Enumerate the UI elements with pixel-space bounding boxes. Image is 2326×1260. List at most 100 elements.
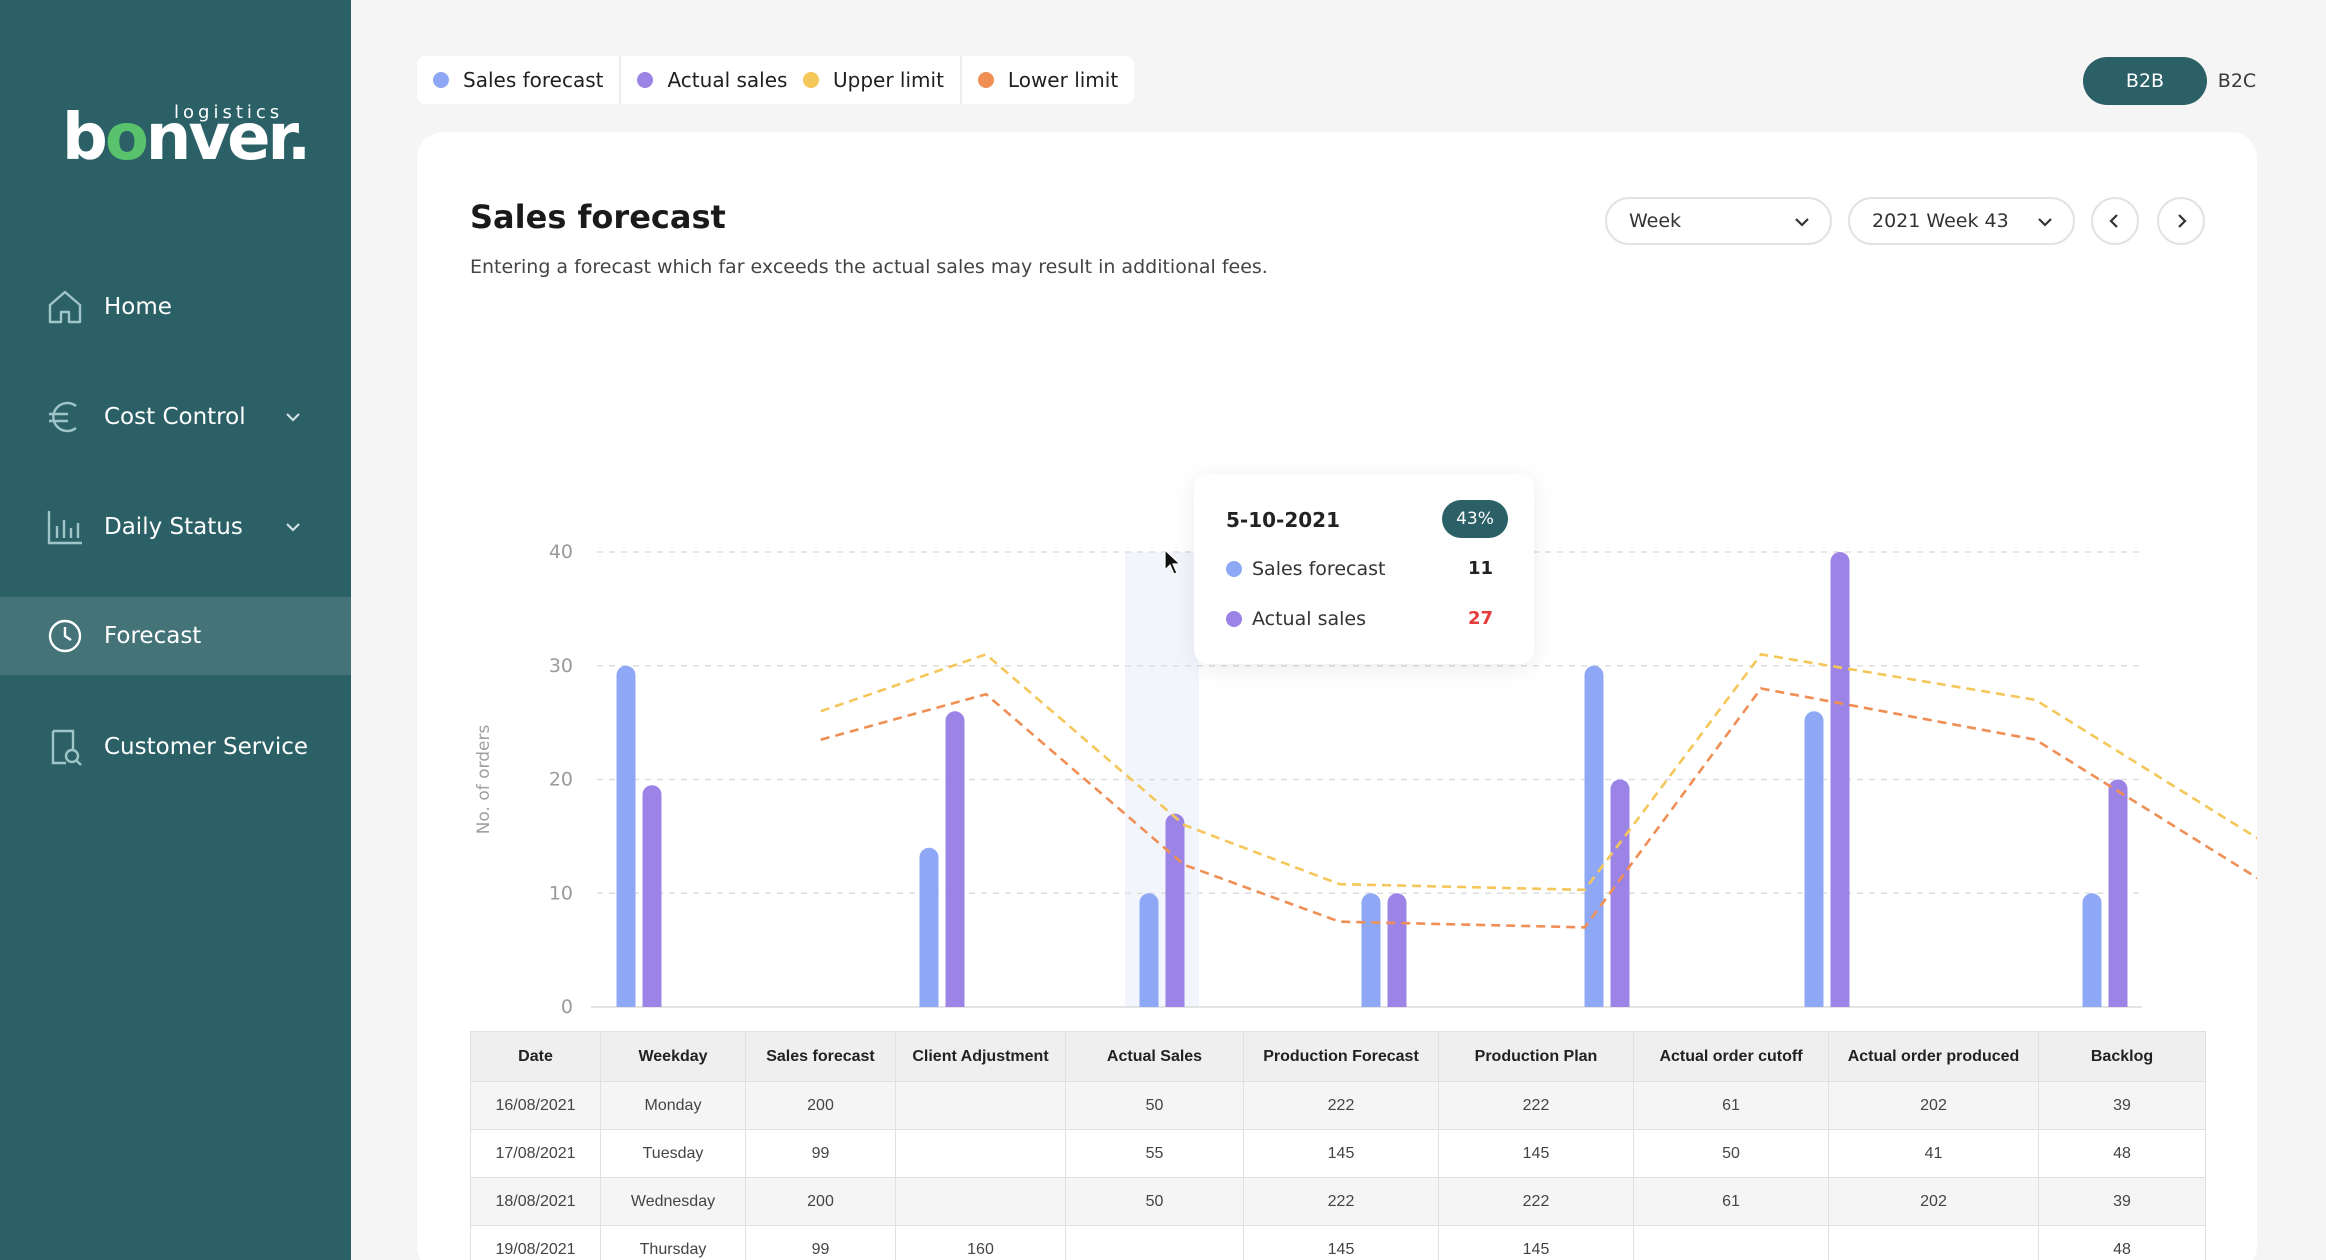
table-cell[interactable]: 99 bbox=[745, 1225, 896, 1260]
table-cell[interactable]: 55 bbox=[1065, 1129, 1244, 1178]
table-cell[interactable]: 18/08/2021 bbox=[470, 1177, 601, 1226]
logo-tagline: logistics bbox=[174, 102, 284, 123]
tooltip-row-sales-forecast: Sales forecast bbox=[1226, 558, 1385, 580]
column-header[interactable]: Production Plan bbox=[1438, 1031, 1634, 1082]
legend-item-lower-limit[interactable]: Lower limit bbox=[962, 56, 1134, 104]
bar-actual-sales bbox=[1610, 779, 1630, 1007]
table-cell[interactable]: Monday bbox=[600, 1081, 746, 1130]
column-header[interactable]: Actual order produced bbox=[1828, 1031, 2039, 1082]
table-cell[interactable]: Thursday bbox=[600, 1225, 746, 1260]
sidebar-item-forecast[interactable]: Forecast bbox=[0, 597, 351, 675]
table-cell[interactable]: 39 bbox=[2038, 1177, 2206, 1226]
table-cell[interactable]: 19/08/2021 bbox=[470, 1225, 601, 1260]
table-cell[interactable]: 99 bbox=[745, 1129, 896, 1178]
table-cell[interactable]: 222 bbox=[1438, 1081, 1634, 1130]
y-axis-label: No. of orders bbox=[474, 725, 494, 835]
legend-label: Actual sales bbox=[667, 68, 788, 92]
legend-dot bbox=[1226, 611, 1242, 627]
table-cell[interactable]: 200 bbox=[745, 1081, 896, 1130]
bar-sales-forecast bbox=[1584, 665, 1604, 1007]
chevron-down-icon bbox=[1795, 218, 1809, 227]
chart-tooltip: 5-10-2021 43% Sales forecast 11 Actual s… bbox=[1194, 474, 1534, 664]
table-row: 18/08/2021 Wednesday 200 50 222 222 61 202 39 bbox=[470, 1177, 2206, 1226]
table-cell[interactable] bbox=[1633, 1225, 1829, 1260]
column-header[interactable]: Production Forecast bbox=[1243, 1031, 1439, 1082]
chevron-down-icon[interactable] bbox=[280, 514, 306, 540]
table-cell[interactable]: 222 bbox=[1243, 1177, 1439, 1226]
sidebar-item-cost-control[interactable]: Cost Control bbox=[0, 378, 351, 456]
column-header[interactable]: Sales forecast bbox=[745, 1031, 896, 1082]
bar-actual-sales bbox=[1387, 893, 1407, 1007]
table-cell[interactable]: 160 bbox=[895, 1225, 1066, 1260]
bar-sales-forecast bbox=[616, 665, 636, 1007]
column-header[interactable]: Actual order cutoff bbox=[1633, 1031, 1829, 1082]
clock-icon bbox=[48, 619, 82, 653]
legend-group-limits: Upper limit Lower limit bbox=[787, 56, 1135, 104]
chevron-down-icon bbox=[2038, 218, 2052, 227]
table-cell[interactable]: 222 bbox=[1243, 1081, 1439, 1130]
sidebar-item-customer-service[interactable]: Customer Service bbox=[0, 708, 351, 786]
table-cell[interactable]: 39 bbox=[2038, 1081, 2206, 1130]
period-select[interactable]: Week bbox=[1605, 197, 1832, 245]
b2c-toggle-button[interactable]: B2C bbox=[2217, 70, 2257, 92]
column-header[interactable]: Backlog bbox=[2038, 1031, 2206, 1082]
table-cell[interactable]: Wednesday bbox=[600, 1177, 746, 1226]
table-cell[interactable]: 41 bbox=[1828, 1129, 2039, 1178]
table-cell[interactable]: 48 bbox=[2038, 1225, 2206, 1260]
table-cell[interactable]: 61 bbox=[1633, 1081, 1829, 1130]
sidebar-item-daily-status[interactable]: Daily Status bbox=[0, 488, 351, 566]
table-cell[interactable]: 50 bbox=[1065, 1081, 1244, 1130]
table-cell[interactable] bbox=[1828, 1225, 2039, 1260]
bar-sales-forecast bbox=[1361, 893, 1381, 1007]
b2b-toggle-button[interactable]: B2B bbox=[2083, 57, 2207, 105]
next-week-button[interactable] bbox=[2157, 197, 2205, 245]
legend-item-upper-limit[interactable]: Upper limit bbox=[787, 56, 960, 104]
table-cell[interactable]: 48 bbox=[2038, 1129, 2206, 1178]
chevron-down-icon[interactable] bbox=[280, 404, 306, 430]
table-cell[interactable]: 202 bbox=[1828, 1177, 2039, 1226]
table-cell[interactable] bbox=[895, 1081, 1066, 1130]
table-cell[interactable] bbox=[1065, 1225, 1244, 1260]
table-cell[interactable]: 145 bbox=[1243, 1225, 1439, 1260]
table-cell[interactable]: 50 bbox=[1633, 1129, 1829, 1178]
table-cell[interactable]: 61 bbox=[1633, 1177, 1829, 1226]
bar-sales-forecast bbox=[919, 847, 939, 1007]
week-select-value: 2021 Week 43 bbox=[1872, 210, 2009, 232]
previous-week-button[interactable] bbox=[2091, 197, 2139, 245]
column-header[interactable]: Actual Sales bbox=[1065, 1031, 1244, 1082]
table-cell[interactable] bbox=[895, 1129, 1066, 1178]
euro-icon bbox=[49, 401, 77, 433]
column-header[interactable]: Date bbox=[470, 1031, 601, 1082]
legend-dot bbox=[977, 72, 994, 88]
sidebar: logistics bonver. Home Cost Control Dail… bbox=[0, 0, 351, 1260]
table-cell[interactable]: 145 bbox=[1438, 1129, 1634, 1178]
table-row: 19/08/2021 Thursday 99 160 145 145 48 bbox=[470, 1225, 2206, 1260]
table-cell[interactable]: Tuesday bbox=[600, 1129, 746, 1178]
legend-item-sales-forecast[interactable]: Sales forecast bbox=[417, 56, 619, 104]
bar-actual-sales bbox=[1165, 813, 1185, 1007]
table-cell[interactable]: 50 bbox=[1065, 1177, 1244, 1226]
table-cell[interactable] bbox=[895, 1177, 1066, 1226]
table-cell[interactable]: 145 bbox=[1438, 1225, 1634, 1260]
table-cell[interactable]: 200 bbox=[745, 1177, 896, 1226]
column-header[interactable]: Weekday bbox=[600, 1031, 746, 1082]
bar-actual-sales bbox=[642, 785, 662, 1007]
week-select[interactable]: 2021 Week 43 bbox=[1848, 197, 2075, 245]
table-cell[interactable]: 222 bbox=[1438, 1177, 1634, 1226]
table-cell[interactable]: 202 bbox=[1828, 1081, 2039, 1130]
column-header[interactable]: Client Adjustment bbox=[895, 1031, 1066, 1082]
table-cell[interactable]: 17/08/2021 bbox=[470, 1129, 601, 1178]
table-cell[interactable]: 145 bbox=[1243, 1129, 1439, 1178]
forecast-table: Date Weekday Sales forecast Client Adjustme… bbox=[470, 1031, 2206, 1260]
sidebar-item-label: Customer Service bbox=[104, 734, 309, 760]
legend-divider bbox=[619, 56, 622, 104]
upper-limit-line bbox=[820, 652, 2257, 892]
legend-label: Sales forecast bbox=[463, 68, 604, 92]
sidebar-item-home[interactable]: Home bbox=[0, 268, 351, 346]
logo-wordmark: bonver. bbox=[62, 101, 311, 175]
legend-item-actual-sales[interactable]: Actual sales bbox=[621, 56, 803, 104]
table-header-row: Date Weekday Sales forecast Client Adjustme… bbox=[470, 1031, 2206, 1082]
legend-label: Upper limit bbox=[833, 68, 944, 92]
table-cell[interactable]: 16/08/2021 bbox=[470, 1081, 601, 1130]
